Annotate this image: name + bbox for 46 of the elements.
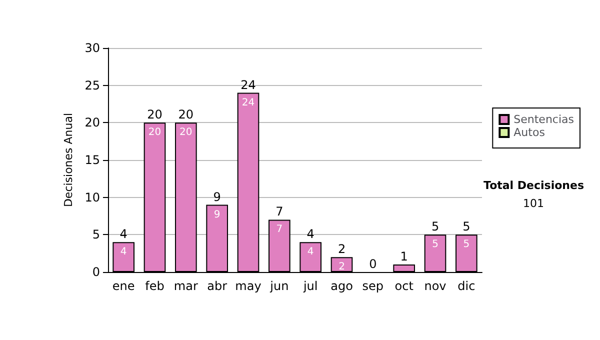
x-tick-label: oct	[394, 279, 414, 293]
data-label: 20	[180, 127, 192, 138]
data-label: 7	[276, 224, 283, 236]
y-tick-label: 5	[92, 228, 100, 242]
y-axis-title: Decisiones Anual	[62, 112, 75, 208]
x-tick-label: jun	[269, 279, 289, 293]
y-tick-label: 15	[84, 153, 100, 167]
y-tick-label: 10	[84, 190, 100, 204]
data-label: 4	[307, 246, 314, 258]
total-label: 2	[338, 242, 346, 256]
data-label: 20	[148, 127, 162, 138]
x-tick-label: dic	[458, 279, 476, 293]
data-label: 9	[214, 209, 220, 220]
legend-label: Sentencias	[514, 113, 574, 126]
text: Total Decisiones	[484, 179, 584, 192]
total-label: 9	[213, 190, 221, 204]
y-tick-label: 20	[84, 116, 100, 130]
x-tick-label: jul	[302, 279, 318, 293]
data-label: 5	[432, 239, 438, 250]
total-label: 1	[400, 250, 408, 264]
total-label: 4	[306, 227, 314, 242]
text: 101	[523, 197, 544, 210]
data-label: 24	[242, 97, 255, 108]
total-label: 7	[276, 204, 284, 219]
data-label: 2	[338, 262, 345, 273]
data-label: 4	[120, 246, 127, 258]
total-label: 24	[240, 78, 256, 92]
total-label: 4	[120, 227, 128, 242]
x-tick-label: feb	[145, 279, 164, 293]
x-tick-label: may	[235, 279, 262, 293]
total-label: 5	[462, 220, 470, 234]
total-label: 20	[147, 108, 162, 122]
total-label: 5	[431, 220, 440, 234]
legend-label: Autos	[514, 126, 546, 139]
total-label: 0	[369, 257, 377, 271]
total-label: 20	[178, 108, 194, 122]
x-tick-label: nov	[424, 279, 446, 293]
y-tick-label: 30	[84, 41, 100, 55]
x-tick-label: ago	[330, 279, 353, 293]
x-tick-label: abr	[207, 279, 228, 293]
x-tick-label: ene	[112, 279, 135, 293]
data-label: 5	[463, 239, 470, 250]
y-tick-label: 25	[84, 78, 100, 92]
x-tick-label: mar	[174, 279, 198, 293]
y-tick-label: 0	[92, 265, 100, 279]
x-tick-label: sep	[362, 279, 384, 293]
